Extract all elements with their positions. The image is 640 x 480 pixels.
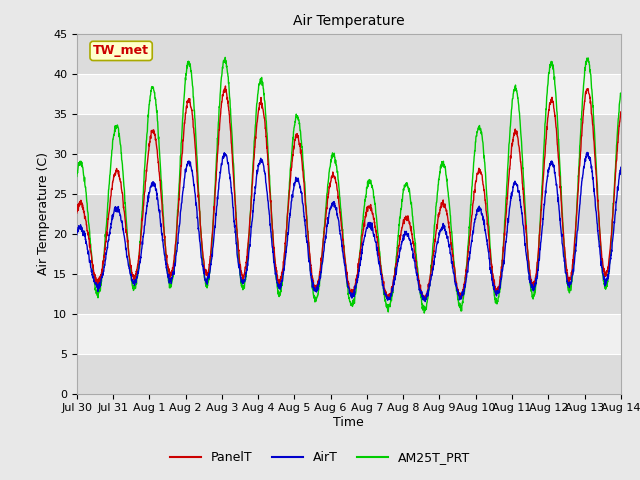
Bar [77, 193, 621, 234]
Legend: PanelT, AirT, AM25T_PRT: PanelT, AirT, AM25T_PRT [165, 446, 475, 469]
AM25T_PRT [221, 55, 229, 60]
AirT [421, 299, 429, 304]
Line: AirT: AirT [77, 153, 621, 301]
PanelT [508, 150, 515, 156]
AM25T_PRT [420, 310, 428, 316]
PanelT [420, 296, 428, 301]
Bar [77, 274, 621, 313]
AM25T_PRT [617, 92, 625, 98]
Line: PanelT: PanelT [77, 86, 621, 299]
Bar [77, 73, 621, 114]
Bar [77, 154, 621, 193]
AM25T_PRT [376, 259, 384, 264]
AirT [584, 151, 592, 156]
PanelT [584, 87, 592, 93]
AM25T_PRT [73, 174, 81, 180]
AM25T_PRT [584, 55, 592, 61]
PanelT [617, 109, 625, 115]
PanelT [73, 210, 81, 216]
AM25T_PRT [508, 111, 515, 117]
AirT [617, 165, 625, 170]
AirT [73, 232, 81, 238]
AirT [376, 267, 384, 273]
Line: AM25T_PRT: AM25T_PRT [77, 58, 621, 313]
Bar [77, 354, 621, 394]
AirT [569, 271, 577, 277]
PanelT [365, 204, 372, 210]
PanelT [221, 83, 229, 89]
AM25T_PRT [570, 264, 577, 270]
AM25T_PRT [365, 180, 372, 186]
Bar [77, 34, 621, 73]
Title: Air Temperature: Air Temperature [293, 14, 404, 28]
PanelT [570, 259, 577, 265]
X-axis label: Time: Time [333, 416, 364, 429]
AM25T_PRT [225, 80, 232, 85]
Y-axis label: Air Temperature (C): Air Temperature (C) [37, 152, 50, 275]
PanelT [376, 264, 384, 269]
Text: TW_met: TW_met [93, 44, 149, 58]
PanelT [225, 108, 232, 113]
AirT [507, 193, 515, 199]
Bar [77, 234, 621, 274]
Bar [77, 114, 621, 154]
Bar [77, 313, 621, 354]
AirT [365, 220, 372, 226]
AirT [583, 150, 591, 156]
AirT [225, 161, 232, 167]
